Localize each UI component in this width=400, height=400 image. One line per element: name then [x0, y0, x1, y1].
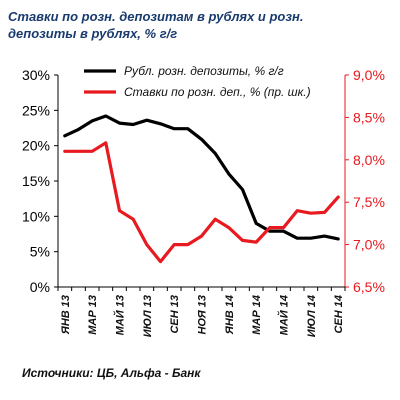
- right-axis-tick-label: 9,0%: [353, 67, 385, 83]
- x-axis-tick-label: СЕН 13: [169, 295, 181, 334]
- right-axis-tick-label: 8,5%: [353, 109, 385, 125]
- right-axis-tick-label: 6,5%: [353, 279, 385, 295]
- x-axis-tick-label: НОЯ 13: [197, 295, 209, 335]
- legend-label: Рубл. розн. депозиты, % г/г: [124, 64, 284, 78]
- left-axis-tick-label: 25%: [22, 102, 50, 118]
- x-axis-tick-label: ИЮЛ 14: [306, 295, 318, 337]
- right-axis-tick-label: 8,0%: [353, 152, 385, 168]
- left-axis-tick-label: 0%: [30, 279, 50, 295]
- left-axis-tick-label: 20%: [22, 138, 50, 154]
- x-axis-tick-label: ЯНВ 14: [224, 295, 236, 335]
- x-axis-tick-label: МАЙ 14: [278, 295, 291, 335]
- left-axis-tick-label: 5%: [30, 244, 50, 260]
- chart-title-line-2: депозиты в рублях, % г/г: [8, 26, 178, 41]
- source-note: Источники: ЦБ, Альфа - Банк: [22, 366, 201, 380]
- left-axis-tick-label: 10%: [22, 208, 50, 224]
- plot-area: 0% 5% 10% 15% 20% 25% 30% 6,5% 7,0% 7,5% 8,0% 8,5% 9…: [22, 64, 385, 337]
- chart-title: Ставки по розн. депозитам в рублях и роз…: [8, 8, 392, 42]
- left-axis-tick-label: 15%: [22, 173, 50, 189]
- chart-title-line-1: Ставки по розн. депозитам в рублях и роз…: [8, 9, 304, 24]
- x-axis-tick-label: МАР 13: [87, 295, 99, 335]
- x-axis-tick-label: СЕН 14: [333, 295, 345, 334]
- x-axis-tick-label: ЯНВ 13: [60, 295, 72, 335]
- series-line-deposits: [63, 114, 340, 241]
- series-line-rates: [63, 141, 340, 264]
- right-axis-tick-label: 7,5%: [353, 194, 385, 210]
- left-axis-tick-label: 30%: [22, 67, 50, 83]
- x-axis-tick-label: ИЮЛ 13: [142, 295, 154, 337]
- right-axis-tick-label: 7,0%: [353, 237, 385, 253]
- legend-label: Ставки по розн. деп., % (пр. шк.): [124, 85, 311, 99]
- x-axis-tick-label: МАР 14: [251, 295, 263, 335]
- x-axis-tick-label: МАЙ 13: [114, 295, 127, 335]
